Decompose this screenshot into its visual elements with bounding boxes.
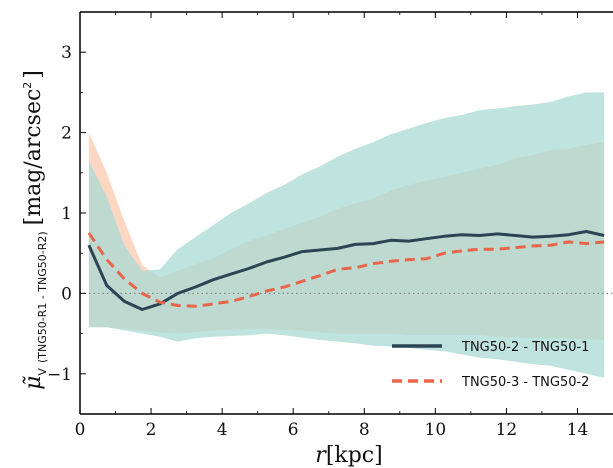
legend: TNG50-2 - TNG50-1 TNG50-3 - TNG50-2 — [392, 340, 589, 390]
confidence-bands — [88, 92, 605, 378]
x-tick-label: 6 — [288, 420, 299, 440]
series-line-1 — [87, 230, 605, 311]
x-tick-label: 4 — [217, 420, 228, 440]
y-tick-label: 2 — [61, 124, 72, 144]
x-tick-label: 14 — [567, 420, 589, 440]
band-2 — [88, 92, 605, 378]
series-lines — [87, 230, 605, 311]
y-tick-label: 0 — [61, 284, 72, 304]
y-tick-label: 3 — [61, 43, 72, 63]
y-tick-label: −1 — [47, 365, 72, 385]
x-tick-label: 8 — [359, 420, 370, 440]
series-line-2 — [87, 232, 605, 308]
y-tick-label: 1 — [61, 204, 72, 224]
y-axis-title: μ̃V(TNG50-R1 - TNG50-R2)[mag/arcsec2] — [21, 70, 49, 390]
x-tick-label: 12 — [496, 420, 518, 440]
legend-label-2: TNG50-3 - TNG50-2 — [461, 375, 589, 390]
x-axis-title: r[kpc] — [315, 443, 382, 468]
x-tick-label: 10 — [425, 420, 447, 440]
x-tick-label: 0 — [75, 420, 86, 440]
legend-label-1: TNG50-2 - TNG50-1 — [461, 340, 589, 355]
x-tick-label: 2 — [146, 420, 157, 440]
svg-text:μ̃V(TNG50-R1 - TNG50-R2)[mag/a: μ̃V(TNG50-R1 - TNG50-R2)[mag/arcsec2] — [21, 70, 49, 390]
